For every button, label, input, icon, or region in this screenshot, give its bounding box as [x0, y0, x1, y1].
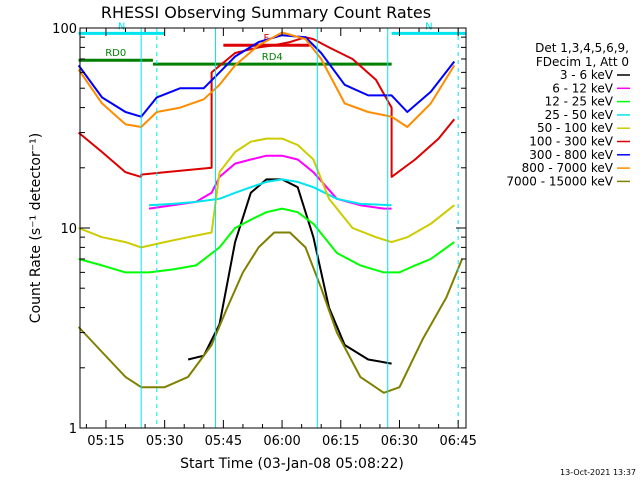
y-axis-label: Count Rate (s⁻¹ detector⁻¹) — [28, 133, 44, 323]
legend-label-9: 7000 - 15000 keV — [506, 174, 613, 188]
x-tick-label-7: 06:45 — [439, 434, 476, 449]
x-tick-label-4: 06:00 — [263, 434, 300, 449]
legend-header-line-1: Det 1,3,4,5,6,9, — [535, 41, 629, 55]
legend-label-5: 50 - 100 keV — [537, 121, 614, 135]
flag-label-5: RD4 — [262, 52, 283, 63]
x-axis-ticks: 05:15 05:30 05:45 06:00 06:15 06:30 06:45 — [85, 28, 477, 449]
x-tick-label-1: 05:15 — [87, 434, 124, 449]
footer-date: 13-Oct-2021 13:37 — [560, 468, 636, 477]
flag-label-4: RD0 — [105, 48, 126, 59]
series-line-4 — [148, 178, 392, 207]
series-line-9 — [77, 231, 464, 394]
x-tick-label-5: 06:15 — [322, 434, 359, 449]
y-tick-label-2: 10 — [60, 222, 77, 237]
series-line-3 — [78, 207, 455, 274]
flag-label-1: N — [118, 21, 125, 32]
legend-label-1: 3 - 6 keV — [560, 68, 614, 82]
y-tick-label-1: 1 — [69, 422, 77, 437]
legend-label-6: 100 - 300 keV — [529, 135, 613, 149]
legend-label-7: 300 - 800 keV — [529, 148, 613, 162]
series-line-5 — [78, 137, 455, 249]
flag-label-2: N — [425, 21, 432, 32]
x-tick-label-2: 05:30 — [146, 434, 183, 449]
x-axis-label: Start Time (03-Jan-08 05:08:22) — [180, 456, 404, 472]
y-axis-ticks: 1 10 100 — [52, 22, 466, 437]
legend-header-line-2: FDecim 1, Att 0 — [536, 55, 629, 69]
legend-label-3: 12 - 25 keV — [545, 95, 614, 109]
x-tick-label-6: 06:30 — [381, 434, 418, 449]
legend-label-2: 6 - 12 keV — [552, 81, 614, 95]
legend-label-4: 25 - 50 keV — [545, 108, 614, 122]
x-tick-label-3: 05:45 — [205, 434, 242, 449]
legend-label-8: 800 - 7000 keV — [522, 161, 614, 175]
chart-title: RHESSI Observing Summary Count Rates — [101, 3, 431, 22]
legend: Det 1,3,4,5,6,9, FDecim 1, Att 0 3 - 6 k… — [506, 41, 630, 188]
y-tick-label-3: 100 — [52, 22, 77, 37]
boundary-lines — [140, 28, 459, 428]
